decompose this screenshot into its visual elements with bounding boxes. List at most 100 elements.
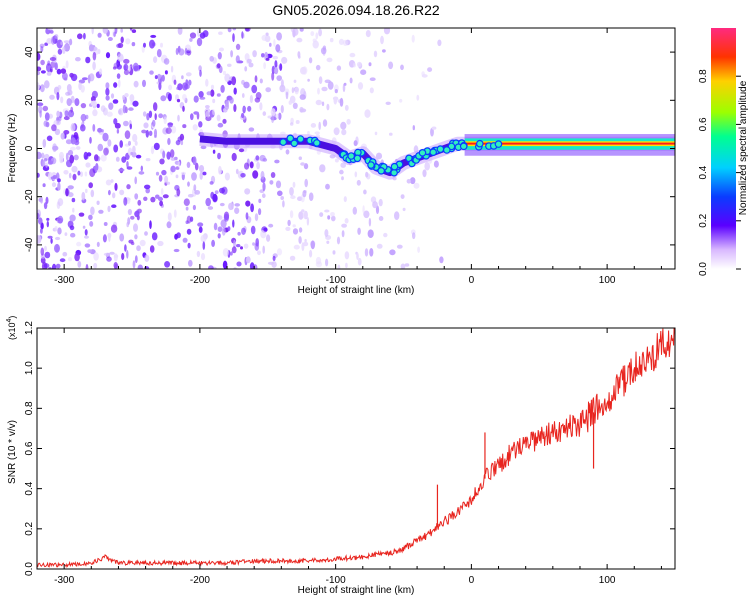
noise-point [97,127,103,133]
noise-point [369,248,374,257]
noise-point [273,39,276,47]
noise-point [132,100,139,107]
noise-point [302,210,308,220]
noise-point [69,214,76,222]
noise-point [298,55,301,59]
noise-point [166,221,172,229]
noise-point [99,68,103,75]
noise-point [319,212,324,218]
noise-point [69,154,75,164]
noise-point [212,193,218,202]
noise-point [75,146,81,150]
noise-point [241,31,244,39]
noise-point [108,102,114,110]
y-tick-label: 0.6 [24,441,35,455]
noise-point [289,122,294,126]
noise-point [298,236,302,244]
colorbar-tick-label: 0.0 [698,262,709,276]
noise-point [246,58,252,64]
noise-point [224,172,230,181]
noise-point [344,251,350,260]
noise-point [83,151,89,160]
noise-point [294,87,299,95]
noise-point [179,133,185,141]
noise-point [356,61,362,67]
noise-point [100,154,107,162]
noise-point [180,140,184,146]
noise-point [59,155,64,164]
noise-point [290,195,296,200]
noise-point [439,256,444,264]
noise-point [300,88,306,97]
noise-point [75,57,81,62]
noise-point [213,222,218,231]
noise-point [357,227,361,235]
noise-point [56,68,62,75]
noise-point [46,71,52,76]
noise-point [217,122,224,128]
noise-point [144,254,150,262]
noise-point [252,170,259,179]
noise-point [105,82,110,89]
noise-point [309,249,313,258]
noise-point [292,102,298,110]
noise-point [289,187,294,196]
noise-point [258,208,262,216]
noise-point [254,97,261,103]
noise-point [132,145,136,154]
noise-point [50,36,56,45]
track-blob [291,140,297,146]
noise-point [74,252,80,262]
noise-point [312,40,319,49]
noise-point [173,248,180,253]
x-tick-label: 0 [469,275,475,286]
noise-point [84,235,89,239]
noise-point [82,77,88,81]
noise-point [130,100,134,105]
noise-point [133,65,140,71]
noise-point [406,179,411,184]
noise-point [96,200,100,205]
noise-point [186,215,192,224]
noise-point [307,78,310,82]
noise-point [113,118,118,125]
noise-point [37,52,41,61]
top-x-axis-label: Height of straight line (km) [298,285,415,296]
noise-point [380,35,384,45]
noise-point [149,220,152,230]
noise-point [193,95,199,103]
noise-point [209,181,214,185]
noise-point [240,173,246,178]
noise-point [340,121,347,130]
noise-point [275,44,281,53]
noise-point [248,62,254,68]
noise-point [115,156,120,162]
noise-point [84,243,91,248]
noise-point [145,129,149,138]
noise-point [188,259,193,267]
noise-point [389,249,396,256]
noise-point [120,28,123,33]
y-tick-label: -40 [24,237,35,252]
noise-point [269,42,272,47]
noise-point [176,232,181,239]
noise-point [57,182,61,191]
y-tick-label: 1.0 [24,361,35,375]
noise-point [118,79,121,88]
noise-point [430,127,434,137]
noise-point [249,161,254,169]
noise-point [77,170,81,176]
noise-point [177,161,181,168]
noise-point [310,240,315,250]
noise-point [153,102,158,112]
noise-point [177,28,183,35]
noise-point [126,166,133,170]
noise-point [93,252,99,261]
noise-point [105,87,110,96]
noise-point [330,212,335,217]
noise-point [341,129,347,136]
noise-point [124,244,127,252]
noise-point [232,33,235,43]
noise-point [222,260,228,269]
noise-point [193,111,199,115]
